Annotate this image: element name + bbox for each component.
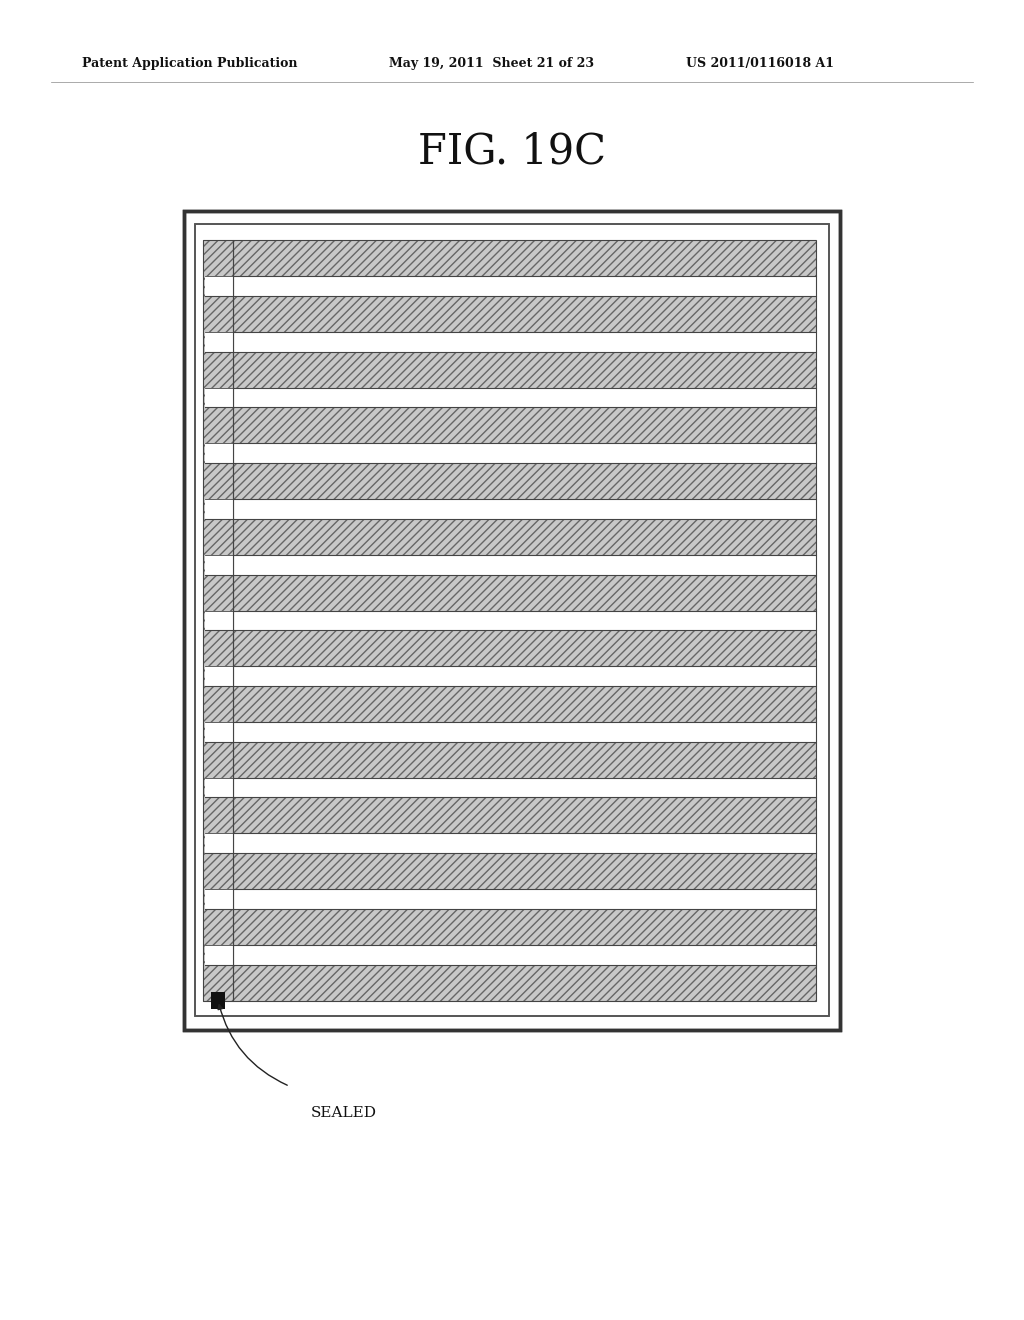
Bar	[184, 211, 840, 1030]
Bar	[233, 554, 816, 574]
Bar	[233, 853, 816, 890]
Bar	[233, 611, 816, 630]
Text: SEALED: SEALED	[310, 1106, 376, 1119]
Bar	[233, 965, 816, 1001]
Bar	[233, 499, 816, 519]
Bar	[195, 224, 829, 1016]
Bar	[233, 296, 816, 331]
Bar	[203, 240, 233, 1001]
Bar	[233, 909, 816, 945]
Bar	[233, 463, 816, 499]
Text: Patent Application Publication: Patent Application Publication	[82, 57, 297, 70]
Bar	[233, 797, 816, 833]
Bar	[205, 499, 233, 519]
Text: May 19, 2011  Sheet 21 of 23: May 19, 2011 Sheet 21 of 23	[389, 57, 594, 70]
Bar	[205, 667, 233, 686]
Bar	[205, 777, 233, 797]
Bar	[233, 777, 816, 797]
Bar	[233, 742, 816, 777]
Bar	[233, 853, 816, 890]
Bar	[233, 630, 816, 667]
Bar	[233, 331, 816, 351]
Bar	[233, 909, 816, 945]
Bar	[203, 240, 233, 1001]
Bar	[233, 240, 816, 276]
Bar	[233, 408, 816, 444]
Bar	[233, 519, 816, 554]
Bar	[205, 722, 233, 742]
Bar	[233, 630, 816, 667]
Bar	[233, 351, 816, 388]
Bar	[233, 408, 816, 444]
Bar	[212, 993, 225, 1010]
Bar	[233, 408, 816, 444]
Bar	[205, 388, 233, 408]
Bar	[233, 742, 816, 777]
Bar	[233, 686, 816, 722]
Bar	[233, 463, 816, 499]
Bar	[233, 965, 816, 1001]
Text: FIG. 19C: FIG. 19C	[418, 131, 606, 173]
Bar	[233, 797, 816, 833]
Bar	[233, 519, 816, 554]
Bar	[233, 686, 816, 722]
Bar	[205, 276, 233, 296]
Bar	[233, 909, 816, 945]
Bar	[203, 240, 233, 1001]
Bar	[233, 667, 816, 686]
Bar	[233, 742, 816, 777]
Bar	[233, 463, 816, 499]
Bar	[205, 554, 233, 574]
Bar	[205, 833, 233, 853]
Bar	[233, 797, 816, 833]
Bar	[195, 224, 829, 1016]
Bar	[233, 833, 816, 853]
Bar	[205, 945, 233, 965]
Bar	[233, 240, 816, 276]
Bar	[233, 574, 816, 611]
Bar	[205, 331, 233, 351]
Bar	[205, 611, 233, 630]
Bar	[233, 945, 816, 965]
Bar	[233, 574, 816, 611]
Bar	[233, 296, 816, 331]
Text: US 2011/0116018 A1: US 2011/0116018 A1	[686, 57, 835, 70]
Bar	[184, 211, 840, 1030]
Bar	[233, 296, 816, 331]
Bar	[233, 722, 816, 742]
Bar	[233, 240, 816, 276]
Bar	[233, 444, 816, 463]
Bar	[233, 574, 816, 611]
Bar	[205, 890, 233, 909]
Bar	[233, 686, 816, 722]
Bar	[233, 853, 816, 890]
Bar	[233, 388, 816, 408]
Bar	[233, 519, 816, 554]
Bar	[233, 351, 816, 388]
Bar	[233, 630, 816, 667]
Bar	[233, 276, 816, 296]
Bar	[233, 965, 816, 1001]
Bar	[205, 444, 233, 463]
Bar	[233, 351, 816, 388]
Bar	[233, 890, 816, 909]
